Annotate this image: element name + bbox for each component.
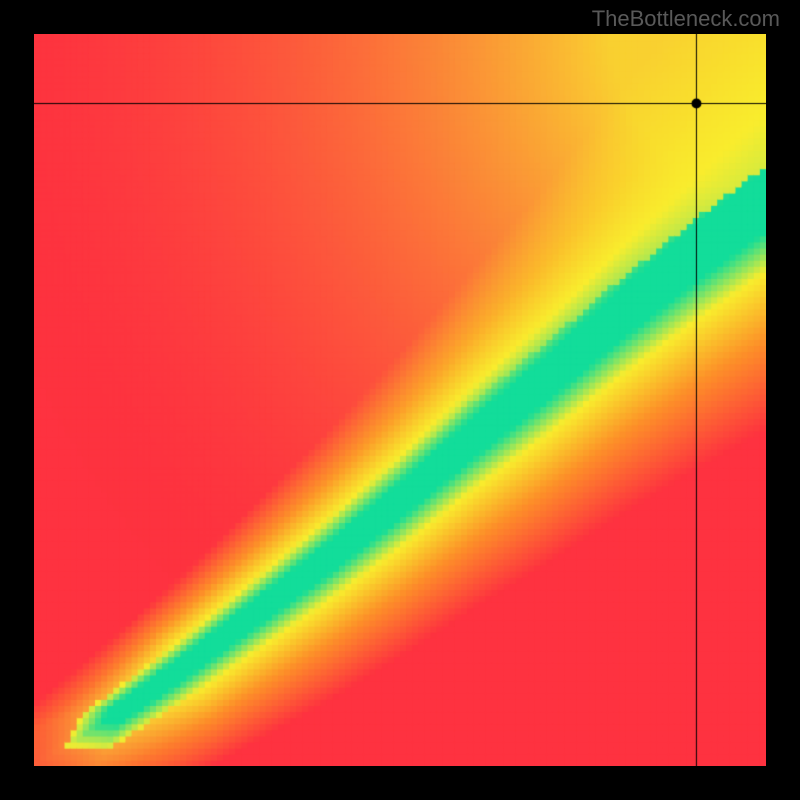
- heatmap-canvas: [34, 34, 766, 766]
- watermark-text: TheBottleneck.com: [592, 6, 780, 32]
- plot-area: [34, 34, 766, 766]
- chart-container: TheBottleneck.com: [0, 0, 800, 800]
